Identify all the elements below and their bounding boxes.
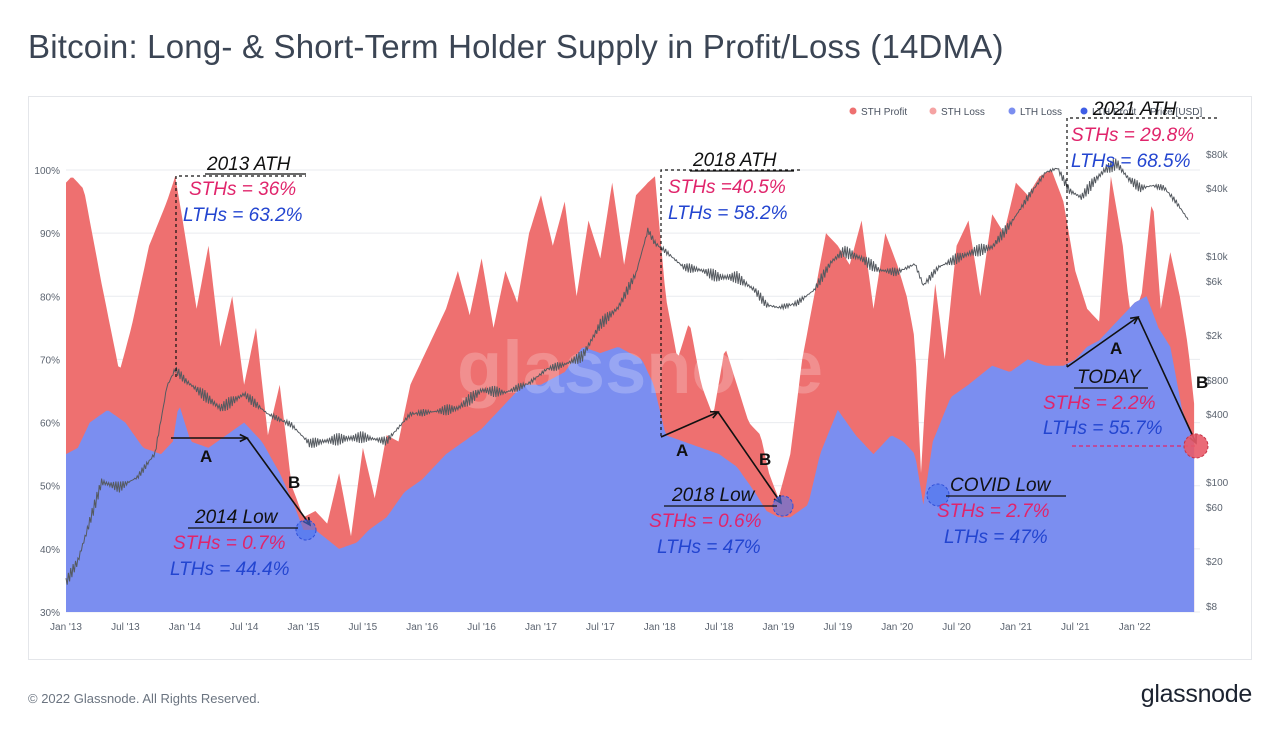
- low-marker-covid: [926, 483, 950, 507]
- arrow-b-2018: [717, 411, 782, 504]
- x-tick-label: Jan '20: [881, 622, 913, 633]
- annotation-label-2014-low: 2014 Low: [194, 507, 279, 528]
- annotation-lth-2013-ath: LTHs = 63.2%: [183, 205, 303, 226]
- annotation-sth-2018-low: STHs = 0.6%: [649, 511, 762, 532]
- x-tick-label: Jan '13: [50, 622, 82, 633]
- legend-label: STH Loss: [941, 107, 985, 118]
- x-tick-label: Jan '16: [406, 622, 438, 633]
- y-left-tick-label: 100%: [34, 166, 60, 177]
- y-right-tick-label: $400: [1206, 410, 1229, 421]
- annotation-lth-2018-ath: LTHs = 58.2%: [668, 203, 788, 224]
- legend-marker: [1008, 107, 1016, 115]
- y-left-tick-label: 50%: [40, 482, 60, 493]
- annotation-label-2021-ath: 2021 ATH: [1092, 99, 1177, 120]
- chart-frame: [28, 96, 1252, 660]
- y-right-tick-label: $100: [1206, 478, 1229, 489]
- x-tick-label: Jan '19: [762, 622, 794, 633]
- y-right-tick-label: $2k: [1206, 331, 1223, 342]
- phase-label-a: A: [200, 447, 212, 466]
- ath-dashed-2013: [175, 175, 306, 377]
- price-line: [65, 158, 1189, 585]
- x-tick-label: Jan '21: [1000, 622, 1032, 633]
- legend-label: LTH Profit: [1092, 107, 1136, 118]
- x-tick-label: Jul '15: [349, 622, 378, 633]
- y-right-tick-label: $80k: [1206, 150, 1229, 161]
- legend-label: Price [USD]: [1150, 107, 1202, 118]
- ath-dashed-2018: [660, 169, 800, 436]
- x-tick-label: Jul '18: [705, 622, 734, 633]
- lth-area: [66, 296, 1195, 612]
- arrow-b-2014: [246, 437, 311, 526]
- watermark: glassnode: [457, 326, 823, 409]
- annotation-lth-today: LTHs = 55.7%: [1043, 418, 1163, 439]
- annotation-sth-2014-low: STHs = 0.7%: [173, 533, 286, 554]
- x-tick-label: Jan '22: [1119, 622, 1151, 633]
- arrow-a-2021: [1066, 316, 1139, 368]
- annotation-label-2018-low: 2018 Low: [671, 485, 756, 506]
- annotation-label-2013-ath: 2013 ATH: [206, 154, 291, 175]
- annotation-label-covid-low: COVID Low: [950, 475, 1052, 496]
- x-tick-label: Jul '21: [1061, 622, 1090, 633]
- x-tick-label: Jan '14: [169, 622, 201, 633]
- copyright-text: © 2022 Glassnode. All Rights Reserved.: [28, 691, 261, 706]
- y-right-tick-label: $6k: [1206, 277, 1223, 288]
- x-tick-label: Jul '16: [467, 622, 496, 633]
- legend-label: STH Profit: [861, 107, 907, 118]
- annotation-lth-2014-low: LTHs = 44.4%: [170, 559, 290, 580]
- annotation-sth-today: STHs = 2.2%: [1043, 393, 1156, 414]
- phase-label-b: B: [288, 473, 300, 492]
- chart-title: Bitcoin: Long- & Short-Term Holder Suppl…: [28, 28, 1004, 65]
- annotation-lth-2018-low: LTHs = 47%: [657, 537, 761, 558]
- annotation-sth-covid-low: STHs = 2.7%: [937, 501, 1050, 522]
- annotation-sth-2013-ath: STHs = 36%: [189, 179, 296, 200]
- y-left-tick-label: 40%: [40, 545, 60, 556]
- ath-dashed-2021: [1066, 117, 1218, 367]
- y-right-tick-label: $10k: [1206, 252, 1229, 263]
- today-marker: [1183, 433, 1209, 459]
- y-left-tick-label: 90%: [40, 229, 60, 240]
- phase-label-b: B: [759, 450, 771, 469]
- phase-label-a: A: [676, 441, 688, 460]
- legend-marker: [849, 107, 857, 115]
- glassnode-logo: glassnode: [1140, 680, 1253, 708]
- x-tick-label: Jul '19: [824, 622, 853, 633]
- annotation-sth-2018-ath: STHs =40.5%: [668, 177, 786, 198]
- annotation-label-today: TODAY: [1077, 367, 1142, 388]
- annotation-sth-2021-ath: STHs = 29.8%: [1071, 125, 1194, 146]
- annotation-lth-covid-low: LTHs = 47%: [944, 527, 1048, 548]
- arrow-a-2018: [660, 411, 719, 438]
- y-right-tick-label: $60: [1206, 503, 1223, 514]
- x-tick-label: Jul '17: [586, 622, 615, 633]
- x-tick-label: Jan '15: [288, 622, 320, 633]
- x-tick-label: Jul '14: [230, 622, 259, 633]
- arrow-b-2021: [1137, 316, 1197, 444]
- annotation-lth-2021-ath: LTHs = 68.5%: [1071, 151, 1191, 172]
- legend-label: LTH Loss: [1020, 107, 1062, 118]
- y-left-tick-label: 80%: [40, 292, 60, 303]
- y-left-tick-label: 30%: [40, 608, 60, 619]
- annotation-label-2018-ath: 2018 ATH: [692, 150, 777, 171]
- low-marker-2014: [295, 519, 317, 541]
- phase-label-a: A: [1110, 339, 1122, 358]
- x-tick-label: Jul '13: [111, 622, 140, 633]
- x-tick-label: Jan '17: [525, 622, 557, 633]
- phase-label-b: B: [1196, 373, 1208, 392]
- y-right-tick-label: $8: [1206, 602, 1218, 613]
- x-tick-label: Jan '18: [644, 622, 676, 633]
- x-tick-label: Jul '20: [942, 622, 971, 633]
- y-right-tick-label: $800: [1206, 376, 1229, 387]
- y-right-tick-label: $20: [1206, 557, 1223, 568]
- y-right-tick-label: $40k: [1206, 184, 1229, 195]
- y-left-tick-label: 60%: [40, 419, 60, 430]
- y-left-tick-label: 70%: [40, 355, 60, 366]
- legend-marker: [1080, 107, 1088, 115]
- legend-marker: [929, 107, 937, 115]
